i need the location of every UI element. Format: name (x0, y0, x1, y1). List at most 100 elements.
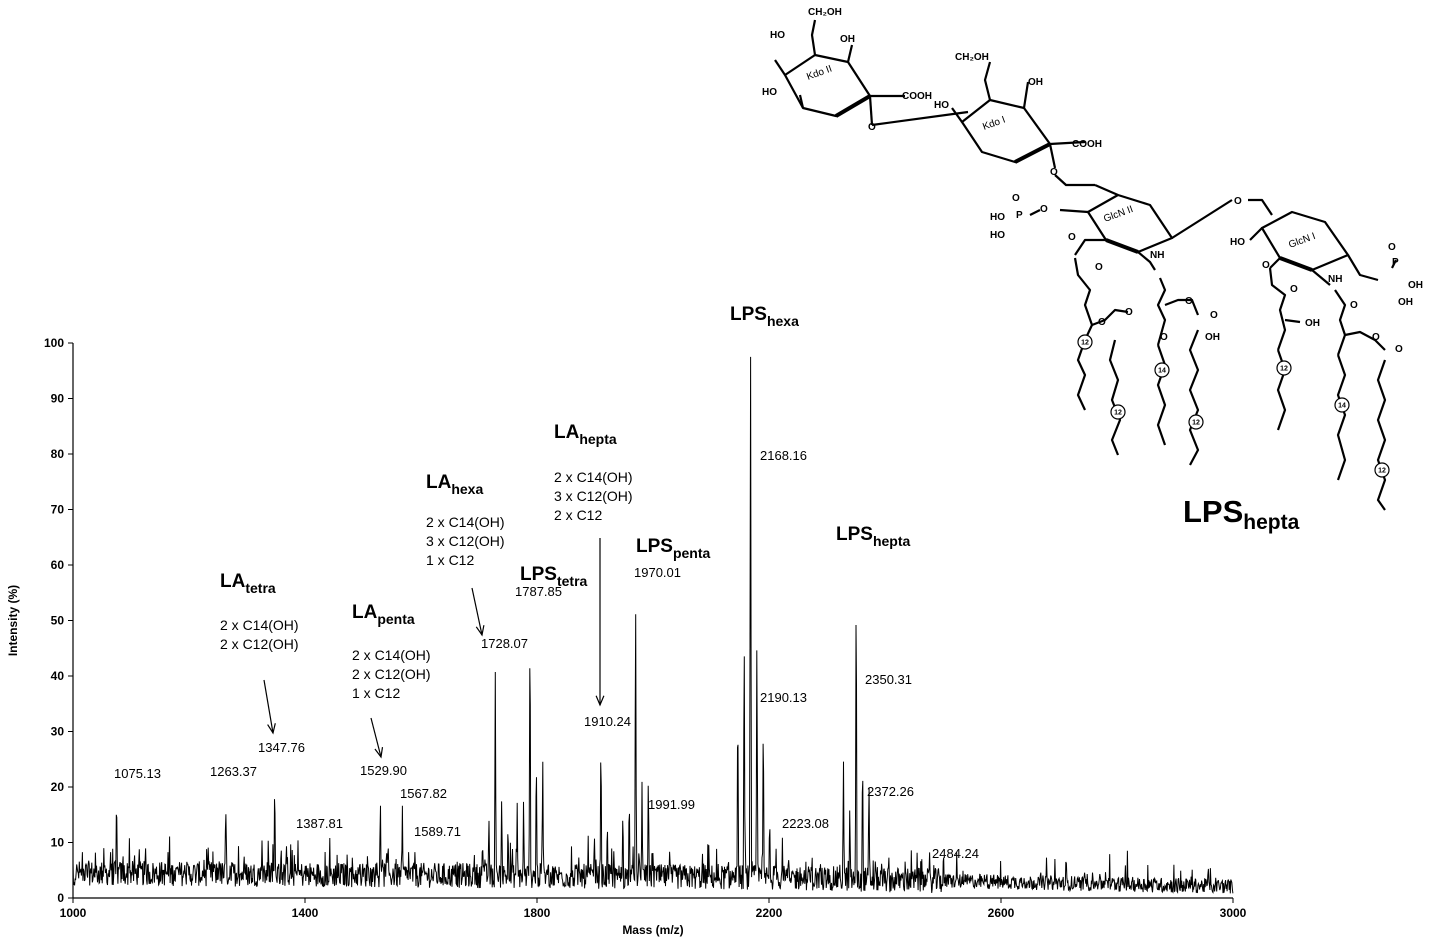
peak-label-1589-71: 1589.71 (414, 824, 461, 839)
peak-label-1567-82: 1567.82 (400, 786, 447, 801)
structure-group-label: O (1098, 317, 1106, 328)
annotation-la-tetra: LAtetra (220, 571, 276, 596)
chain-length-circle (1276, 360, 1292, 376)
structure-group-label: NH (1328, 274, 1342, 285)
composition-line-la-tetra: 2 x C14(OH) (220, 617, 299, 633)
peak-label-2190-13: 2190.13 (760, 690, 807, 705)
structure-group-label: O (1262, 260, 1270, 271)
arrowhead-la-tetra (267, 723, 276, 735)
y-tick-label: 20 (51, 780, 65, 794)
x-tick-label: 1000 (60, 906, 87, 920)
structure-group-label: O (1290, 284, 1298, 295)
y-tick-label: 100 (44, 336, 64, 350)
annotation-lps-hexa: LPShexa (730, 304, 799, 329)
chain-length-circle (1374, 462, 1390, 478)
structure-group-label: HO (762, 87, 777, 98)
chart-axes: 0 10 20 30 40 50 60 70 80 90 100 1000 1400 1800 2200 26… (6, 336, 1247, 937)
y-tick-label: 80 (51, 447, 65, 461)
structure-group-label: COOH (1072, 139, 1102, 150)
composition-line-la-hexa: 2 x C14(OH) (426, 514, 505, 530)
arrowhead-la-hexa (475, 625, 485, 637)
peak-label-2372-26: 2372.26 (867, 784, 914, 799)
peak-label-1991-99: 1991.99 (648, 797, 695, 812)
structure-group-label: OH (1205, 332, 1220, 343)
structure-group-label: HO (1230, 237, 1245, 248)
x-tick-label: 1400 (292, 906, 319, 920)
structure-group-label: O (1068, 232, 1076, 243)
annotation-lps-hepta: LPShepta (836, 524, 911, 549)
annotation-la-hexa: LAhexa (426, 472, 483, 497)
composition-line-la-hepta: 2 x C12 (554, 507, 602, 523)
compound-name: LPShepta (1183, 494, 1300, 534)
y-tick-label: 90 (51, 392, 65, 406)
annotation-lps-penta: LPSpenta (636, 536, 711, 561)
structure-group-label: O (1372, 332, 1380, 343)
composition-line-la-tetra: 2 x C12(OH) (220, 636, 299, 652)
annotation-lps-tetra: LPStetra (520, 564, 588, 589)
arrow-la-tetra (263, 679, 274, 734)
chain-length-number: 12 (1192, 420, 1200, 427)
peak-label-1075-13: 1075.13 (114, 766, 161, 781)
structure-group-label: O (1050, 167, 1058, 178)
y-tick-label: 70 (51, 503, 65, 517)
x-axis-title: Mass (m/z) (622, 923, 683, 937)
structure-group-label: OH (1398, 297, 1413, 308)
structure-group-label: O (1234, 196, 1242, 207)
composition-line-la-penta: 2 x C12(OH) (352, 666, 431, 682)
y-axis-title: Intensity (%) (6, 585, 20, 656)
structure-group-label: OH (1408, 280, 1423, 291)
structure-group-label: OH (840, 34, 855, 45)
composition-line-la-hexa: 1 x C12 (426, 552, 474, 568)
structure-group-label: O (1125, 307, 1133, 318)
y-tick-label: 60 (51, 558, 65, 572)
chain-length-number: 12 (1081, 340, 1089, 347)
y-tick-label: 50 (51, 614, 65, 628)
structure-group-label: O (1388, 242, 1396, 253)
ring-label-kdo-ii: Kdo II (805, 64, 833, 83)
chain-length-number: 12 (1114, 410, 1122, 417)
lps-structure-diagram (774, 19, 1397, 511)
annotation-la-penta: LApenta (352, 602, 415, 627)
x-tick-label: 1800 (524, 906, 551, 920)
composition-line-la-hepta: 3 x C12(OH) (554, 488, 633, 504)
peak-annotations: LAtetra 2 x C14(OH) 2 x C12(OH) LApenta 2 x … (220, 304, 911, 759)
structure-group-label: O (1095, 262, 1103, 273)
structure-group-label: P (1392, 257, 1399, 268)
chain-length-number: 14 (1338, 403, 1346, 410)
structure-group-label: HO (990, 230, 1005, 241)
composition-line-la-penta: 1 x C12 (352, 685, 400, 701)
peak-label-2223-08: 2223.08 (782, 816, 829, 831)
ring-label-kdo-i: Kdo I (981, 114, 1007, 132)
structure-group-label: COOH (902, 91, 932, 102)
arrow-la-hexa (471, 587, 483, 636)
structure-group-label: O (1160, 332, 1168, 343)
ring-label-glcn-ii: GlcN II (1102, 204, 1134, 225)
structure-group-label: CH₂OH (808, 7, 842, 18)
chain-length-circle (1077, 334, 1093, 350)
arrowhead-la-hepta (595, 695, 605, 707)
structure-group-label: OH (1028, 77, 1043, 88)
structure-group-label: O (868, 122, 876, 133)
y-tick-label: 10 (51, 836, 65, 850)
structure-group-label: O (1210, 310, 1218, 321)
structure-group-label: NH (1150, 250, 1164, 261)
peak-label-1910-24: 1910.24 (584, 714, 631, 729)
peak-label-1529-90: 1529.90 (360, 763, 407, 778)
structure-group-label: OH (1305, 318, 1320, 329)
peak-label-1387-81: 1387.81 (296, 816, 343, 831)
ring-label-glcn-i: GlcN I (1287, 231, 1317, 251)
structure-group-label: HO (770, 30, 785, 41)
structure-group-label: O (1040, 204, 1048, 215)
y-tick-label: 40 (51, 669, 65, 683)
peak-label-1263-37: 1263.37 (210, 764, 257, 779)
composition-line-la-penta: 2 x C14(OH) (352, 647, 431, 663)
structure-group-label: P (1016, 210, 1023, 221)
composition-line-la-hepta: 2 x C14(OH) (554, 469, 633, 485)
annotation-la-hepta: LAhepta (554, 422, 617, 447)
chain-length-number: 14 (1158, 368, 1166, 375)
structure-group-label: O (1012, 193, 1020, 204)
chain-length-circle (1334, 397, 1350, 413)
structure-group-label: O (1185, 296, 1193, 307)
